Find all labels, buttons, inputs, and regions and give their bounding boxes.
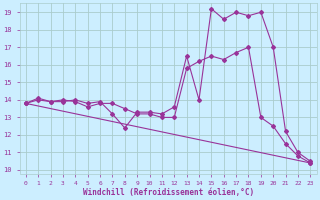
X-axis label: Windchill (Refroidissement éolien,°C): Windchill (Refroidissement éolien,°C) [83, 188, 254, 197]
